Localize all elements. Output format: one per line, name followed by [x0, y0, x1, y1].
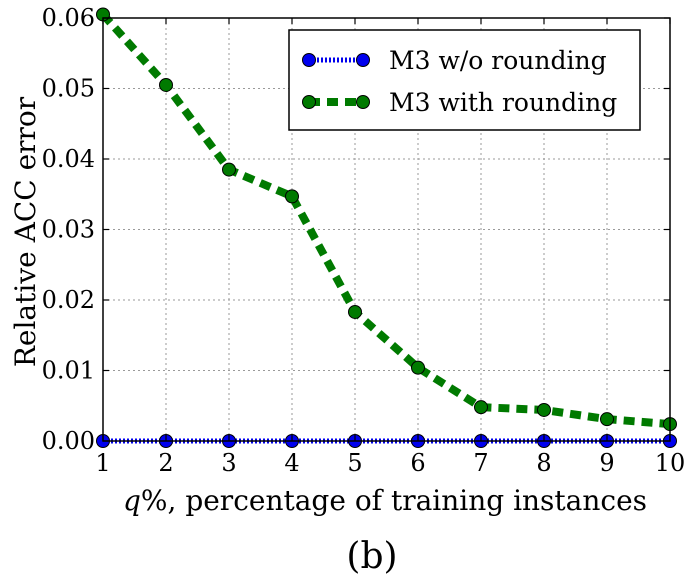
y-tick-label: 0.06 [42, 4, 95, 32]
y-tick-label: 0.03 [42, 216, 95, 244]
y-tick-label: 0.05 [42, 75, 95, 103]
data-point [285, 189, 299, 204]
y-tick-label: 0.00 [42, 427, 95, 455]
y-axis-label: Relative ACC error [9, 96, 42, 367]
x-tick-label: 10 [655, 449, 686, 477]
y-tick-label: 0.01 [42, 357, 95, 385]
data-point [600, 412, 614, 427]
x-tick-label: 8 [536, 449, 551, 477]
data-point [474, 400, 488, 415]
legend-marker [356, 53, 370, 67]
legend-label: M3 w/o rounding [389, 46, 607, 75]
legend-marker [302, 95, 316, 109]
x-tick-label: 9 [599, 449, 614, 477]
x-tick-label: 4 [284, 449, 299, 477]
y-tick-label: 0.02 [42, 286, 95, 314]
figure-caption: (b) [346, 536, 397, 577]
x-tick-label: 5 [347, 449, 362, 477]
legend-marker [302, 53, 316, 67]
legend: M3 w/o rounding M3 with rounding [288, 29, 641, 131]
legend-marker [356, 95, 370, 109]
data-point [222, 162, 236, 177]
x-tick-label: 3 [221, 449, 236, 477]
series-line [100, 11, 671, 429]
x-tick-label: 2 [158, 449, 173, 477]
x-tick-label: 6 [410, 449, 425, 477]
legend-label: M3 with rounding [389, 88, 617, 117]
legend-entry: M3 w/o rounding [302, 46, 607, 75]
data-point [411, 360, 425, 375]
x-tick-label: 7 [473, 449, 488, 477]
data-point [348, 304, 362, 319]
data-point [537, 402, 551, 417]
axis-ticks: 1 2 3 4 5 6 7 8 9 10 0.00 0.01 0.02 0.03 0.04 0.05 0.06 [42, 4, 686, 477]
data-point [159, 77, 173, 92]
legend-entry: M3 with rounding [302, 88, 617, 117]
legend-box [288, 29, 641, 131]
x-axis-label: q%, percentage of training instances [123, 484, 647, 517]
x-tick-label: 1 [95, 449, 110, 477]
y-tick-label: 0.04 [42, 145, 95, 173]
